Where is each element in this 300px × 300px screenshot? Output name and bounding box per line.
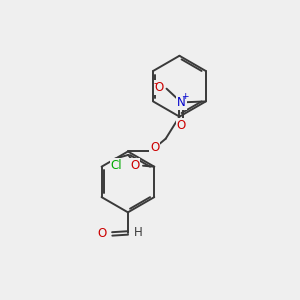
- Text: O: O: [155, 81, 164, 94]
- Text: +: +: [181, 92, 188, 101]
- Text: Cl: Cl: [110, 159, 122, 172]
- Text: O: O: [150, 141, 160, 154]
- Text: O: O: [177, 119, 186, 132]
- Text: N: N: [177, 96, 186, 109]
- Text: O: O: [130, 159, 140, 172]
- Text: H: H: [134, 226, 143, 239]
- Text: -: -: [154, 78, 158, 88]
- Text: O: O: [97, 227, 106, 240]
